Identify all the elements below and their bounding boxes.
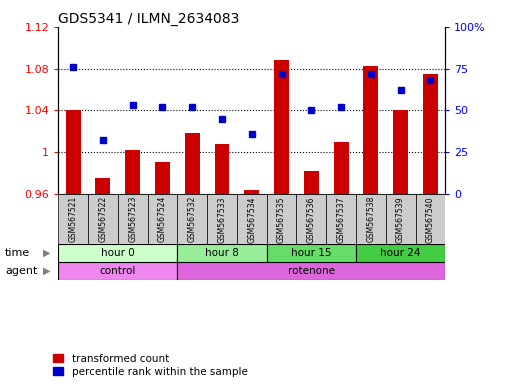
Bar — [66, 110, 80, 194]
Text: ▶: ▶ — [43, 248, 50, 258]
Bar — [266, 194, 296, 243]
Text: GSM567535: GSM567535 — [276, 196, 285, 243]
Bar — [214, 144, 229, 194]
Text: ▶: ▶ — [43, 266, 50, 276]
Text: control: control — [99, 266, 136, 276]
Bar — [266, 243, 355, 262]
Text: hour 8: hour 8 — [205, 248, 238, 258]
Text: GSM567538: GSM567538 — [366, 196, 375, 242]
Text: GSM567539: GSM567539 — [395, 196, 405, 243]
Bar — [422, 74, 437, 194]
Bar — [274, 60, 288, 194]
Text: GSM567540: GSM567540 — [425, 196, 434, 243]
Text: rotenone: rotenone — [287, 266, 334, 276]
Text: GSM567534: GSM567534 — [247, 196, 256, 243]
Bar — [296, 194, 326, 243]
Bar — [244, 190, 259, 194]
Bar — [326, 194, 355, 243]
Bar — [333, 142, 348, 194]
Bar — [303, 171, 318, 194]
Text: GSM567523: GSM567523 — [128, 196, 137, 242]
Bar — [155, 162, 170, 194]
Bar — [118, 194, 147, 243]
Bar — [184, 133, 199, 194]
Bar — [88, 194, 118, 243]
Bar — [355, 194, 385, 243]
Text: GSM567524: GSM567524 — [158, 196, 167, 242]
Bar — [207, 194, 236, 243]
Text: GSM567522: GSM567522 — [98, 196, 107, 242]
Text: hour 24: hour 24 — [380, 248, 420, 258]
Bar — [95, 178, 110, 194]
Bar — [177, 243, 266, 262]
Bar — [236, 194, 266, 243]
Bar — [177, 262, 444, 280]
Text: GSM567537: GSM567537 — [336, 196, 345, 243]
Bar — [58, 262, 177, 280]
Bar — [125, 150, 140, 194]
Bar — [58, 194, 88, 243]
Bar — [58, 243, 177, 262]
Text: GSM567536: GSM567536 — [306, 196, 315, 243]
Text: GSM567533: GSM567533 — [217, 196, 226, 243]
Text: GSM567532: GSM567532 — [187, 196, 196, 242]
Bar — [415, 194, 444, 243]
Bar — [363, 66, 378, 194]
Bar — [392, 110, 407, 194]
Bar — [385, 194, 415, 243]
Text: GDS5341 / ILMN_2634083: GDS5341 / ILMN_2634083 — [58, 12, 239, 26]
Text: time: time — [5, 248, 30, 258]
Legend: transformed count, percentile rank within the sample: transformed count, percentile rank withi… — [50, 351, 249, 379]
Bar — [147, 194, 177, 243]
Bar — [355, 243, 444, 262]
Text: agent: agent — [5, 266, 37, 276]
Text: hour 15: hour 15 — [290, 248, 331, 258]
Text: hour 0: hour 0 — [100, 248, 134, 258]
Bar — [177, 194, 207, 243]
Text: GSM567521: GSM567521 — [69, 196, 77, 242]
